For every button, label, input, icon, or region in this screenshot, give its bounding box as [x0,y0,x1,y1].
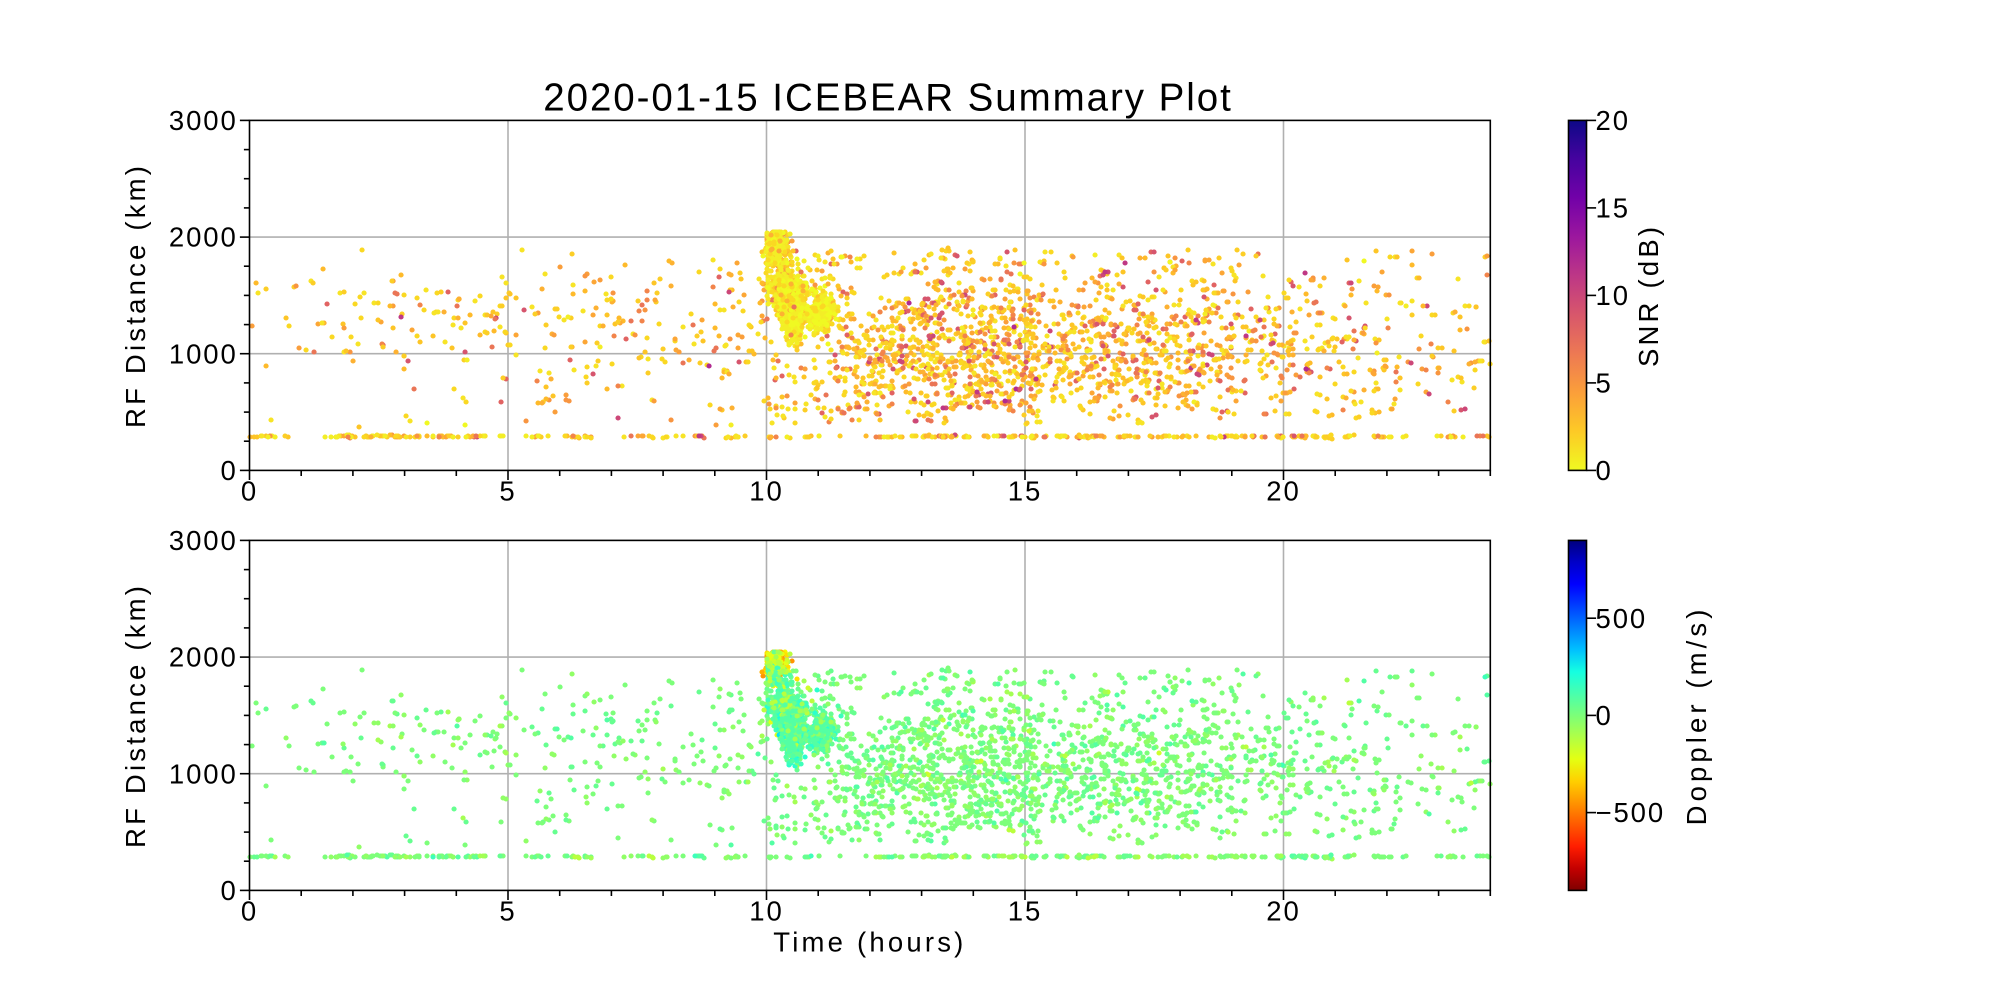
svg-text:0: 0 [241,896,258,927]
svg-text:10: 10 [1596,280,1630,311]
svg-text:Time (hours): Time (hours) [773,927,966,958]
svg-text:3000: 3000 [169,105,238,136]
svg-text:0: 0 [220,455,237,486]
svg-text:RF Distance (km): RF Distance (km) [120,163,151,428]
svg-text:0: 0 [241,476,258,507]
svg-text:3000: 3000 [169,525,238,556]
svg-text:10: 10 [749,476,783,507]
svg-text:10: 10 [749,896,783,927]
svg-text:2020-01-15 ICEBEAR Summary Plo: 2020-01-15 ICEBEAR Summary Plot [543,77,1233,120]
svg-text:15: 15 [1008,896,1042,927]
svg-text:−500: −500 [1596,797,1666,828]
svg-text:0: 0 [220,875,237,906]
svg-text:2000: 2000 [169,642,238,673]
svg-text:5: 5 [1596,368,1613,399]
svg-text:5: 5 [499,896,516,927]
svg-text:1000: 1000 [169,758,238,789]
svg-text:15: 15 [1008,476,1042,507]
svg-text:1000: 1000 [169,338,238,369]
svg-text:20: 20 [1266,476,1300,507]
svg-text:0: 0 [1596,700,1613,731]
svg-text:0: 0 [1596,455,1613,486]
svg-text:20: 20 [1596,105,1630,136]
svg-text:RF Distance (km): RF Distance (km) [120,583,151,848]
svg-text:2000: 2000 [169,222,238,253]
svg-text:5: 5 [499,476,516,507]
svg-text:20: 20 [1266,896,1300,927]
svg-text:500: 500 [1596,603,1648,634]
svg-text:Doppler (m/s): Doppler (m/s) [1681,605,1712,825]
svg-text:SNR (dB): SNR (dB) [1633,224,1664,367]
svg-text:15: 15 [1596,193,1630,224]
